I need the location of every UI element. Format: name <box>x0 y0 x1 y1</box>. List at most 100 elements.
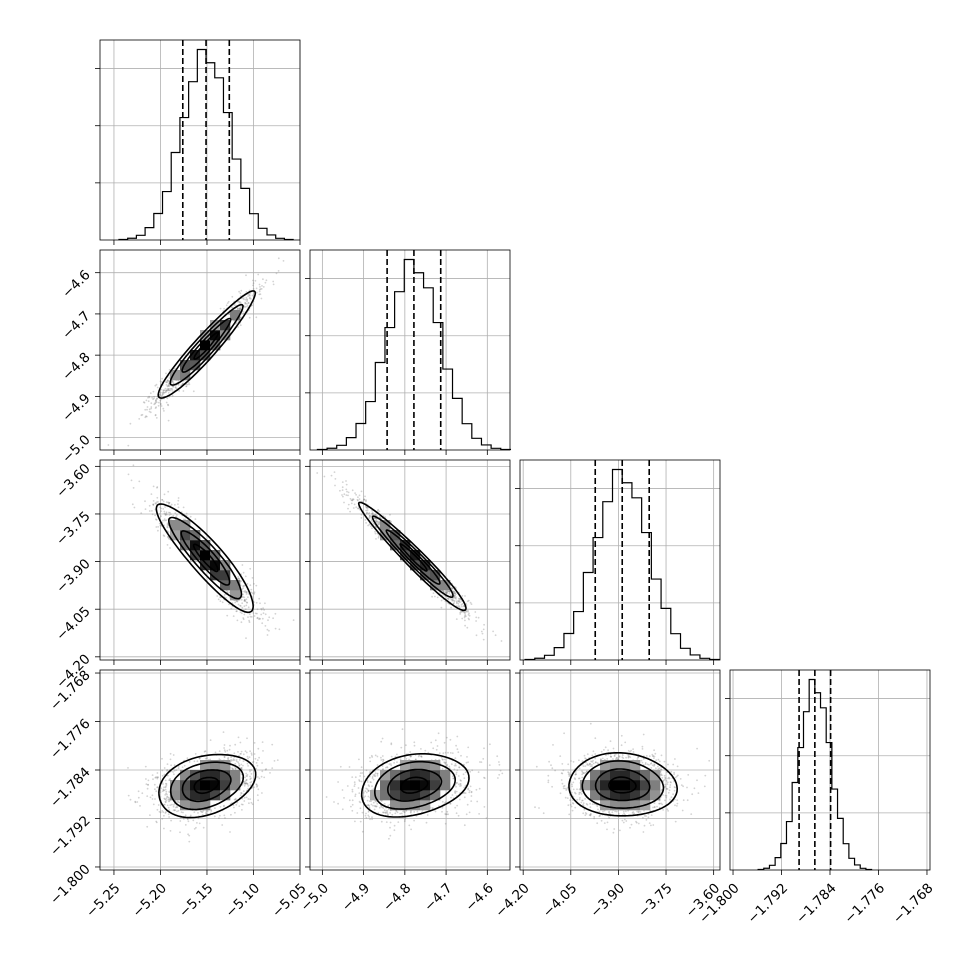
sample-point <box>567 773 570 776</box>
sample-point <box>629 826 631 829</box>
y-tick-label: −1.792 <box>47 813 94 860</box>
sample-point <box>371 777 374 780</box>
sample-point <box>451 794 454 796</box>
sample-point <box>152 778 154 781</box>
sample-point <box>457 605 459 607</box>
sample-point <box>464 614 467 616</box>
sample-point <box>243 599 246 602</box>
sample-point <box>552 744 554 746</box>
sample-point <box>455 790 458 793</box>
sample-point <box>138 418 141 420</box>
sample-point <box>168 389 171 392</box>
contour-level-2 <box>581 760 665 810</box>
sample-point <box>238 577 240 580</box>
sample-point <box>350 499 353 501</box>
sample-point <box>418 754 421 757</box>
sample-point <box>152 504 155 506</box>
density-cell <box>620 790 631 801</box>
sample-point <box>459 601 461 603</box>
sample-point <box>177 801 179 804</box>
sample-point <box>386 812 389 815</box>
sample-point <box>237 576 240 578</box>
sample-point <box>575 773 578 776</box>
sample-point <box>480 630 483 633</box>
sample-point <box>146 787 149 790</box>
sample-point <box>239 611 242 614</box>
sample-point <box>127 794 130 797</box>
sample-point <box>652 824 655 826</box>
sample-point <box>591 803 594 805</box>
sample-point <box>165 389 168 392</box>
sample-point <box>621 819 624 822</box>
sample-point <box>339 489 341 492</box>
sample-point <box>249 584 252 587</box>
sample-point <box>161 377 164 380</box>
sample-point <box>226 614 229 617</box>
sample-point <box>432 807 434 810</box>
sample-point <box>478 787 481 790</box>
sample-point <box>177 809 180 812</box>
sample-point <box>445 801 447 803</box>
sample-point <box>197 817 200 820</box>
sample-point <box>391 813 394 816</box>
sample-point <box>168 800 170 803</box>
sample-point <box>157 529 159 532</box>
sample-point <box>251 592 254 594</box>
sample-point <box>167 388 170 391</box>
sample-point <box>665 796 668 799</box>
sample-point <box>599 814 601 817</box>
sample-point <box>445 592 448 594</box>
sample-point <box>264 281 267 284</box>
sample-point <box>154 798 156 800</box>
sample-point <box>547 781 550 784</box>
contour-level-1 <box>181 317 232 373</box>
sample-point <box>622 821 625 824</box>
sample-point <box>586 803 589 806</box>
sample-point <box>253 592 256 595</box>
sample-point <box>160 787 163 790</box>
sample-point <box>586 753 589 755</box>
sample-point <box>258 618 260 621</box>
sample-point <box>593 816 596 818</box>
sample-point <box>224 817 226 819</box>
sample-point <box>257 788 260 791</box>
sample-point <box>163 410 165 412</box>
sample-point <box>347 503 350 506</box>
histogram-step-0 <box>118 48 294 241</box>
sample-point <box>167 490 170 493</box>
sample-point <box>232 768 235 771</box>
sample-point <box>642 758 645 760</box>
sample-point <box>459 613 462 615</box>
sample-point <box>448 590 451 592</box>
sample-point <box>236 610 238 612</box>
sample-point <box>388 763 391 765</box>
sample-point <box>375 518 378 520</box>
sample-point <box>163 803 166 806</box>
sample-point <box>148 408 151 411</box>
sample-point <box>651 764 654 767</box>
sample-point <box>591 763 593 766</box>
sample-point <box>246 583 249 585</box>
sample-point <box>654 752 657 755</box>
sample-point <box>374 754 377 757</box>
sample-point <box>617 758 620 761</box>
sample-point <box>610 755 612 758</box>
sample-point <box>262 750 264 752</box>
density-cell <box>390 790 401 801</box>
sample-point <box>613 754 616 757</box>
sample-point <box>251 803 254 806</box>
sample-point <box>263 776 266 779</box>
sample-point <box>458 766 461 769</box>
sample-point <box>382 759 385 762</box>
sample-point <box>236 600 239 603</box>
sample-point <box>670 770 673 773</box>
x-tick-label: −5.15 <box>176 880 217 921</box>
panel-contents <box>310 670 510 870</box>
sample-point <box>242 618 245 621</box>
sample-point <box>584 812 587 814</box>
sample-point <box>482 638 485 641</box>
y-tick-label: −4.6 <box>59 267 93 301</box>
sample-point <box>358 758 360 761</box>
sample-point <box>177 499 180 502</box>
